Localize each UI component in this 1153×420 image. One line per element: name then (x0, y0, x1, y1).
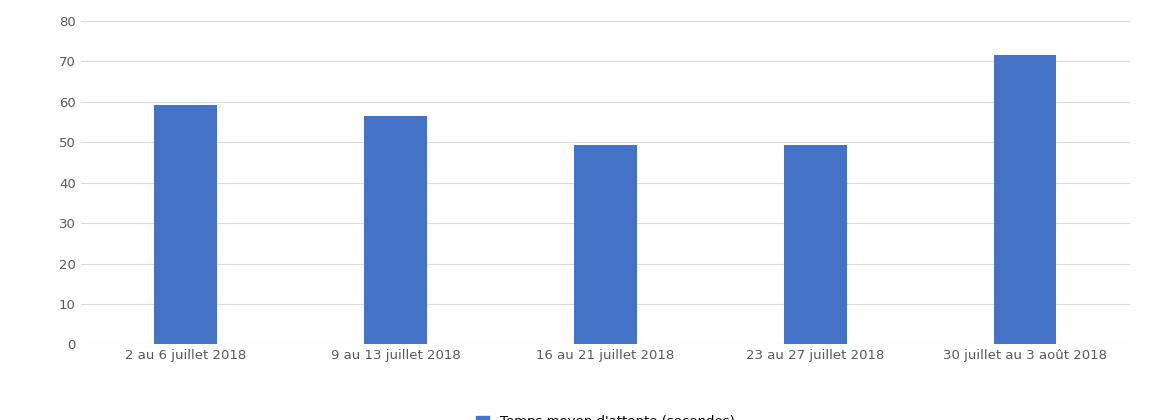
Bar (574, 145, 636, 344)
Bar (155, 105, 217, 344)
Legend: Temps moyen d'attente (secondes): Temps moyen d'attente (secondes) (476, 415, 734, 420)
Bar (364, 116, 427, 344)
Bar (994, 55, 1056, 344)
Bar (784, 145, 846, 344)
